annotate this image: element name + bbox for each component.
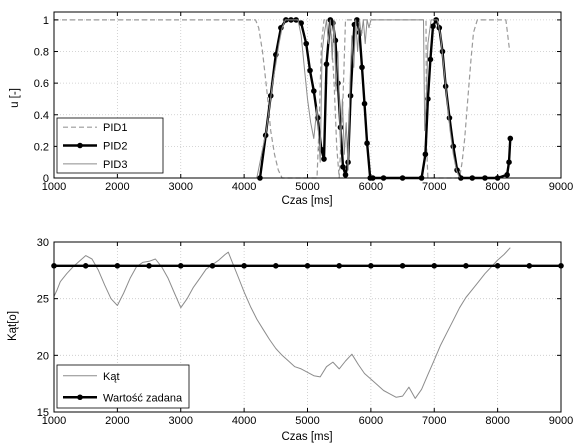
series-point — [304, 263, 311, 269]
series-point — [430, 23, 436, 30]
series-point — [342, 172, 349, 178]
series-point — [427, 56, 434, 63]
y-tick-label: 0.8 — [34, 47, 49, 59]
x-tick-label: 7000 — [422, 181, 446, 193]
x-tick-label: 2000 — [105, 181, 129, 193]
x-tick-label: 8000 — [485, 415, 509, 427]
x-tick-label: 5000 — [295, 181, 319, 193]
series-point — [506, 159, 512, 165]
series-point — [526, 263, 533, 269]
y-tick-label: 0.4 — [34, 110, 49, 122]
x-tick-label: 1000 — [42, 415, 66, 427]
series-pid2-line — [258, 18, 512, 180]
series-point — [177, 263, 184, 269]
x-tick-label: 3000 — [169, 181, 193, 193]
x-tick-label: 6000 — [359, 415, 383, 427]
y-tick-label: 15 — [37, 407, 49, 419]
x-tick-label: 8000 — [485, 181, 509, 193]
y-tick-label: 1 — [43, 15, 49, 27]
bottom-y-axis-label: Kąt[o] — [7, 311, 19, 341]
series-point — [307, 67, 313, 74]
y-tick-label: 0 — [43, 173, 49, 185]
y-tick-label: 0.6 — [34, 78, 49, 90]
series-point — [82, 263, 89, 269]
x-tick-label: 3000 — [169, 415, 193, 427]
series-point — [347, 92, 354, 99]
series-point — [399, 263, 406, 269]
y-tick-label: 20 — [37, 350, 49, 362]
series-point — [340, 164, 346, 170]
series-point — [507, 135, 514, 142]
series-point — [114, 263, 121, 269]
legend-marker — [77, 394, 83, 401]
series-point — [431, 263, 438, 269]
x-tick-label: 6000 — [359, 181, 383, 193]
legend-label: PID2 — [103, 141, 127, 153]
series-point — [422, 151, 429, 158]
series-point — [298, 20, 304, 26]
series-pid3-line — [256, 19, 511, 179]
series-point — [323, 61, 330, 67]
series-point — [450, 143, 457, 150]
x-tick-label: 4000 — [232, 181, 256, 193]
top-y-axis-label: u [-] — [9, 88, 21, 108]
x-tick-label: 9000 — [549, 415, 573, 427]
series-k-t-line — [54, 247, 511, 399]
series-point — [463, 263, 469, 269]
series-point — [364, 140, 370, 147]
legend-label: Wartość zadana — [103, 392, 183, 404]
legend-box — [56, 364, 190, 409]
series-point — [359, 64, 365, 71]
series-point — [332, 37, 339, 44]
x-tick-label: 2000 — [105, 415, 129, 427]
series-point — [361, 100, 368, 107]
x-tick-label: 4000 — [232, 415, 256, 427]
series-point — [321, 156, 327, 162]
x-tick-label: 5000 — [295, 415, 319, 427]
series-point — [336, 263, 342, 269]
top-panel: u [-] Czas [ms] 1000 2000 3000 4000 5000 6000… — [9, 11, 573, 207]
bottom-panel: Kąt[o] Czas [ms] 1000 2000 3000 4000 5000 600… — [7, 237, 573, 443]
y-tick-label: 25 — [37, 294, 49, 306]
x-tick-label: 9000 — [549, 181, 573, 193]
top-x-axis-label: Czas [ms] — [281, 195, 332, 207]
series-point — [146, 263, 152, 269]
series-point — [494, 263, 501, 269]
series-point — [209, 263, 216, 269]
x-tick-label: 1000 — [42, 181, 66, 193]
series-point — [241, 263, 247, 269]
series-point — [311, 88, 317, 94]
legend: Kąt Wartość zadana — [56, 364, 190, 409]
legend: PID1 PID2 PID3 — [56, 117, 164, 174]
x-tick-label: 7000 — [422, 415, 446, 427]
series-point — [303, 40, 310, 47]
legend-label: PID1 — [103, 122, 127, 134]
bottom-x-axis-label: Czas [ms] — [281, 431, 332, 443]
series-point — [273, 263, 279, 269]
series-point — [446, 115, 453, 121]
series-point — [504, 172, 510, 178]
series-point — [368, 263, 374, 269]
y-tick-label: 30 — [37, 237, 49, 249]
y-tick-label: 0.2 — [34, 141, 49, 153]
legend-marker — [77, 142, 83, 149]
legend-label: Kąt — [103, 371, 120, 383]
legend-label: PID3 — [103, 159, 127, 171]
